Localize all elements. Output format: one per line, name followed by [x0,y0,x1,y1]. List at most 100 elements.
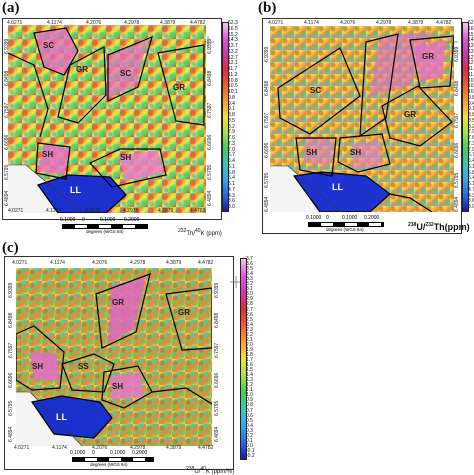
colorbar-value: 4.3 [468,192,474,199]
x-tick: 4.3879 [408,20,424,26]
colorbar-value: 62.3 [468,20,474,26]
x-tick: 4.1174 [304,20,319,26]
colorbar-value: 11.2 [228,71,238,78]
y-tick: 6.5795 [4,164,10,180]
y-tick: 6.4894 [207,190,213,206]
y-tick: 6.4894 [4,190,10,206]
scale-bar: 0.1000 0 0.1000 0.2000 degrees (WGS 84) [306,215,406,238]
colorbar-value: 3.7 [246,256,253,262]
scale-label: 0.1000 [60,217,76,223]
colorbar-value: 3.2 [246,281,253,288]
x-tick: 4.2076 [86,20,102,26]
colorbar-value: 1.5 [246,367,253,374]
panel-label: (a) [2,0,20,16]
geology-map[interactable]: GR GR SH SS SH LL [16,268,212,446]
colorbar-value: 12.1 [468,60,474,67]
colorbar-value: 8.8 [228,112,235,119]
colorbar-value: 11.7 [468,66,474,73]
colorbar-value: 3.4 [246,271,253,278]
colorbar-title: 238U/40K (ppm/%) [186,466,234,475]
geology-map[interactable]: SC GR GR SH SH LL [270,26,454,212]
colorbar-value: 0.6 [246,412,253,419]
y-tick: 6.7597 [214,342,220,358]
unit-label: SC [43,41,55,50]
y-tick: 6.7597 [8,342,14,358]
unit-label: GR [178,308,190,317]
colorbar-value: 8.2 [228,123,235,130]
colorbar-value: 8.5 [468,117,474,124]
colorbar-value: 9.1 [228,106,235,113]
y-tick: 6.8498 [8,312,14,328]
title-tail: K (ppm) [200,231,222,237]
colorbar-value: 2.2 [246,331,253,338]
unit-label: SH [120,153,132,162]
unit-label: GR [173,83,185,92]
colorbar-value: 15.2 [228,31,238,38]
lowland-unit [294,172,390,212]
colorbar-value: 3.0 [228,204,235,211]
title-superscript: 40 [195,228,201,234]
x-tick: 4.3879 [166,445,182,451]
colorbar-value: 10.8 [468,77,474,84]
x-tick: 4.2076 [85,208,101,214]
x-tick: 4.2978 [376,20,392,26]
colorbar-value: 15.2 [468,31,474,38]
scale-label: 0.1000 [110,450,126,456]
colorbar-value: 13.2 [468,48,474,55]
scale-label: 0 [326,215,329,221]
colorbar-title: 238U/232Th(ppm) [408,222,470,232]
scale-unit: degrees (WGS 84) [326,227,364,232]
title-superscript: 40 [200,466,206,472]
x-tick: 4.4782 [198,445,214,451]
colorbar-value: 11.2 [468,71,474,78]
scale-unit: degrees (WGS 84) [86,229,124,234]
x-tick: 4.4782 [198,260,214,266]
colorbar-value: 3.6 [468,198,474,205]
panel-label: (b) [258,0,277,16]
colorbar-value: 16.5 [228,25,238,32]
colorbar [222,22,229,212]
geology-map[interactable]: SC GR SC GR SH SH LL [8,25,206,213]
colorbar-value: 5.4 [228,175,235,182]
colorbar-value: 1.2 [246,382,253,389]
north-arrow-icon [202,36,214,48]
x-tick: 4.4782 [190,208,206,214]
x-tick: 4.0271 [268,20,284,26]
colorbar-value: 3.6 [246,261,253,268]
title-superscript: 238 [186,466,195,472]
unit-label: LL [332,182,343,192]
y-tick: 6.5795 [214,400,220,416]
unit-label: SH [32,362,44,371]
scale-bar: 0.1000 0 0.1000 0.2000 degrees (WGS 84) [60,217,160,240]
colorbar-value: 2.7 [246,306,253,313]
unit-label: GR [76,65,88,74]
y-tick: 6.7597 [207,102,213,118]
scale-label: 0.1000 [306,215,322,221]
colorbar-value: 2.9 [246,296,253,303]
y-tick: 6.6696 [4,134,10,150]
colorbar-value: 4.3 [228,192,235,199]
y-tick: 6.4894 [264,196,270,212]
colorbar-value: 1.8 [246,351,253,358]
colorbar-value: 7.3 [468,140,474,147]
x-tick: 4.2978 [130,445,146,451]
colorbar-value: 0.2 [246,432,253,439]
x-tick: 4.4782 [436,20,452,26]
title-superscript: 232 [425,222,434,228]
y-tick: 6.6696 [264,142,270,158]
colorbar-value: 6.1 [228,163,235,170]
colorbar-value: 2.6 [246,311,253,318]
colorbar-value: 6.4 [228,158,235,165]
colorbar-value: 0.4 [246,422,253,429]
x-tick: 4.3879 [158,208,174,214]
colorbar-value: 1.1 [246,387,253,394]
colorbar-value: 1.9 [246,346,253,353]
colorbar-value: 9.8 [228,94,235,101]
x-tick: 4.1174 [50,260,65,266]
colorbar-title: 232Th/40K (ppm) [178,228,222,237]
title-tail: Th(ppm) [433,222,470,232]
y-tick: 6.8498 [4,70,10,86]
colorbar-value: 7.9 [468,129,474,136]
colorbar-value: 5.1 [228,181,235,188]
colorbar-value: 7.9 [228,129,235,136]
